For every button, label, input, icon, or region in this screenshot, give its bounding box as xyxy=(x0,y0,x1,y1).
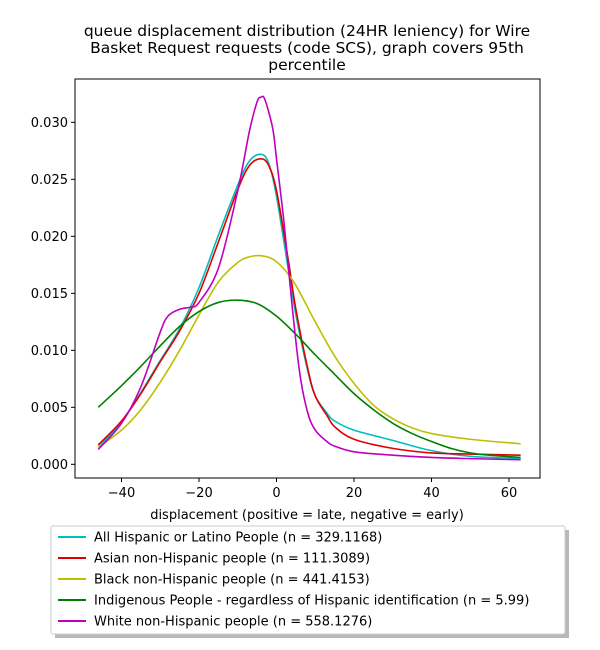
legend-label-5: White non-Hispanic people (n = 558.1276) xyxy=(94,615,372,630)
y-tick-label: 0.005 xyxy=(31,401,68,416)
series-lines xyxy=(97,95,521,461)
series-line-5 xyxy=(97,95,521,461)
y-tick-label: 0.015 xyxy=(31,287,68,302)
plot-area-frame xyxy=(74,78,541,479)
title-line-3: percentile xyxy=(268,56,346,74)
y-tick-label: 0.020 xyxy=(31,230,68,245)
series-line-3 xyxy=(97,254,521,448)
x-tick-label: −40 xyxy=(108,486,135,501)
x-tick-label: −20 xyxy=(185,486,212,501)
x-axis-ticks: −40 −20 0 20 40 60 xyxy=(108,478,517,501)
series-line-2 xyxy=(97,157,521,456)
x-tick-label: 60 xyxy=(501,486,518,501)
y-tick-label: 0.025 xyxy=(31,173,68,188)
chart-title: queue displacement distribution (24HR le… xyxy=(84,22,530,74)
x-tick-label: 0 xyxy=(272,486,280,501)
y-tick-label: 0.010 xyxy=(31,344,68,359)
series-line-4 xyxy=(97,299,521,459)
y-tick-label: 0.000 xyxy=(31,458,68,473)
x-tick-label: 20 xyxy=(346,486,363,501)
title-line-1: queue displacement distribution (24HR le… xyxy=(84,22,530,40)
y-tick-label: 0.030 xyxy=(31,116,68,131)
legend-label-2: Asian non-Hispanic people (n = 111.3089) xyxy=(94,552,370,567)
x-tick-label: 40 xyxy=(423,486,440,501)
legend-label-3: Black non-Hispanic people (n = 441.4153) xyxy=(94,573,370,588)
legend-box xyxy=(50,525,566,635)
legend-label-4: Indigenous People - regardless of Hispan… xyxy=(94,594,529,609)
y-axis-ticks: 0.000 0.005 0.010 0.015 0.020 0.025 0.030 xyxy=(31,116,75,473)
x-axis-label: displacement (positive = late, negative … xyxy=(150,508,464,523)
legend-label-1: All Hispanic or Latino People (n = 329.1… xyxy=(94,531,382,546)
legend: All Hispanic or Latino People (n = 329.1… xyxy=(50,525,569,638)
series-line-1 xyxy=(97,153,521,460)
title-line-2: Basket Request requests (code SCS), grap… xyxy=(90,39,524,57)
